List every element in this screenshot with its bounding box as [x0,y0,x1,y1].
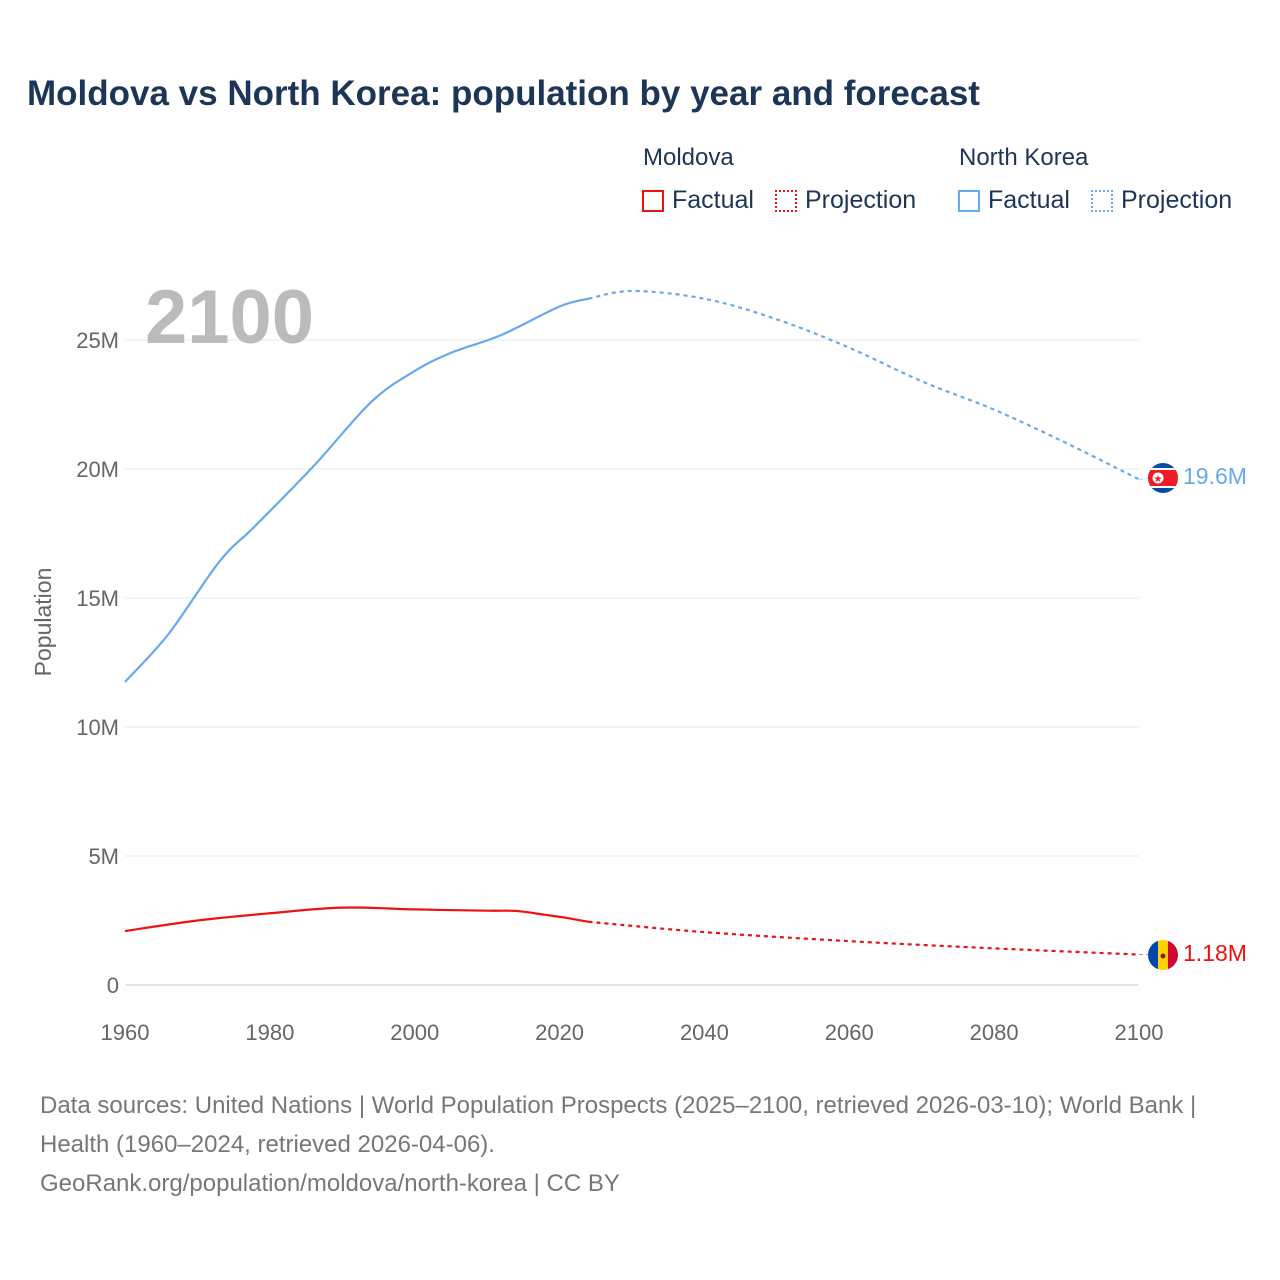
credit-link[interactable]: GeoRank.org/population/moldova/north-kor… [40,1170,620,1197]
legend-swatch [775,189,797,212]
y-tick-label: 5M [88,844,119,869]
legend-group-north-korea: North Korea [959,144,1089,171]
legend-label: Projection [805,186,917,214]
y-tick-label: 15M [76,586,119,611]
north-korea-projection-line [588,289,1140,481]
legend-north-korea-projection[interactable]: Projection [1091,186,1232,215]
legend-label: Factual [672,186,754,214]
north-korea-factual-line [124,297,589,683]
x-tick-label: 2080 [970,1020,1019,1045]
x-tick-label: 1980 [245,1020,294,1045]
legend-swatch [642,189,664,212]
moldova-projection-line [588,920,1140,956]
y-tick-label: 0 [107,973,119,998]
legend-label: Projection [1121,186,1233,214]
legend-swatch [958,189,980,212]
chart-title: Moldova vs North Korea: population by ye… [27,74,980,113]
legend-group-moldova: Moldova [643,144,734,171]
legend-north-korea-factual[interactable]: Factual [958,186,1070,215]
legend-label: Factual [988,186,1070,214]
footer: Data sources: United Nations | World Pop… [40,1086,1240,1203]
y-tick-label: 10M [76,715,119,740]
moldova-end-label: 1.18M [1183,940,1247,966]
x-tick-label: 2040 [680,1020,729,1045]
x-tick-label: 2000 [390,1020,439,1045]
moldova-factual-line [124,906,589,933]
legend-moldova-projection[interactable]: Projection [775,186,916,215]
legend-swatch [1091,189,1113,212]
north-korea-end-label: 19.6M [1183,463,1247,489]
year-watermark: 2100 [145,275,314,360]
north-korea-label-connector [1138,477,1149,480]
north-korea-flag-icon: ★ [1148,463,1178,493]
y-axis-label: Population [30,568,56,677]
y-tick-label: 20M [76,457,119,482]
legend-moldova-factual[interactable]: Factual [642,186,754,215]
moldova-flag-icon [1148,940,1178,970]
y-tick-label: 25M [76,328,119,353]
data-sources: Data sources: United Nations | World Pop… [40,1092,1197,1158]
x-tick-label: 2100 [1115,1020,1164,1045]
x-tick-label: 1960 [101,1020,150,1045]
svg-text:★: ★ [1154,474,1163,485]
x-tick-label: 2020 [535,1020,584,1045]
x-tick-label: 2060 [825,1020,874,1045]
